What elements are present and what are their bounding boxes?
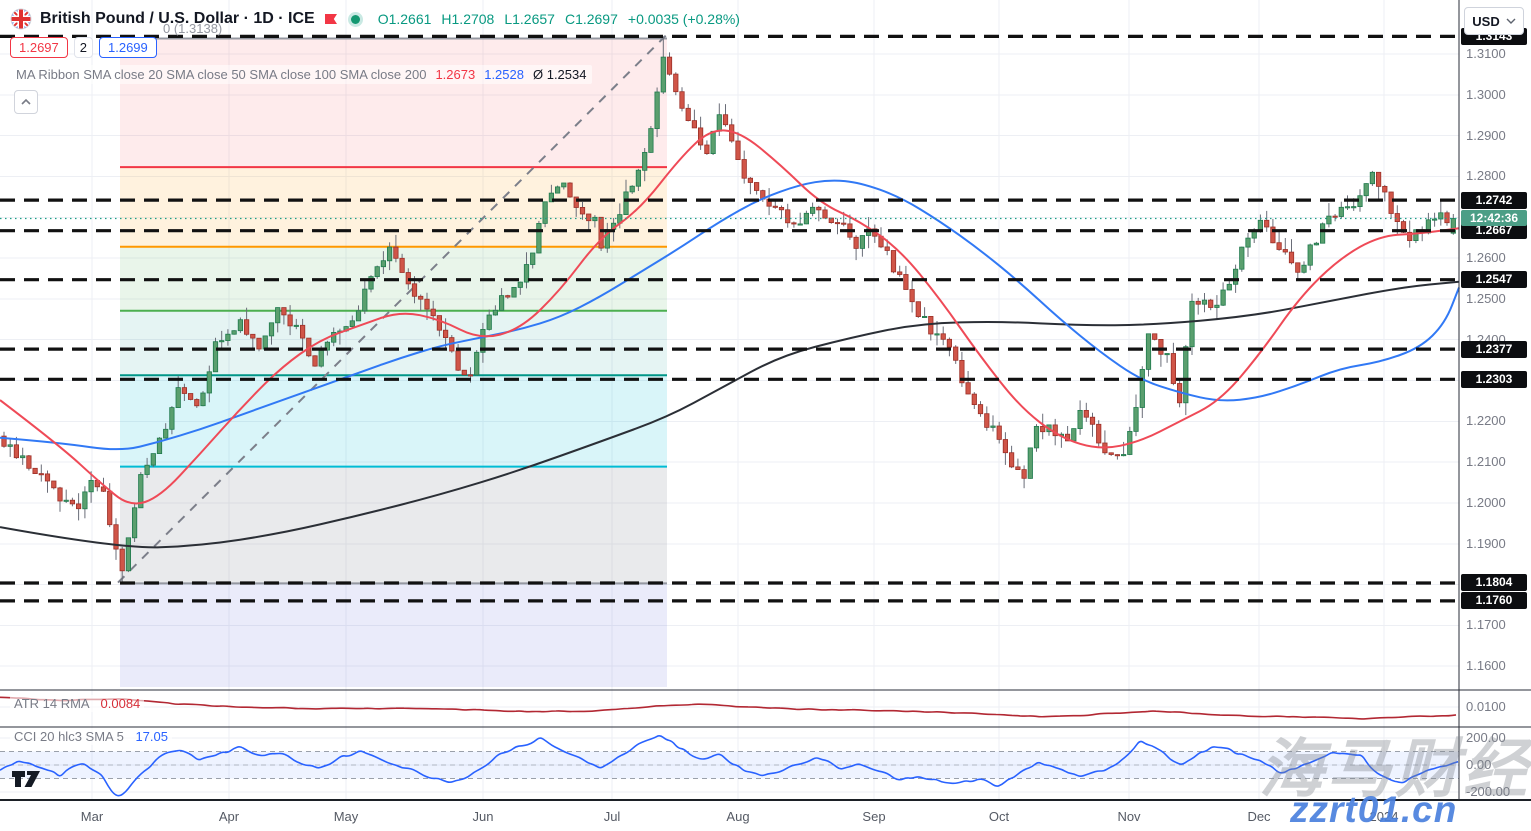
time-axis-label: Aug	[726, 809, 750, 824]
price-axis-label: 1.3100	[1466, 46, 1506, 61]
sma20-line	[0, 129, 1460, 505]
price-axis-label: 1.2900	[1466, 128, 1506, 143]
time-axis-label: Oct	[988, 809, 1010, 824]
price-axis-label: 1.2000	[1466, 495, 1506, 510]
atr-value: 0.0084	[100, 696, 141, 711]
uk-flag-icon	[10, 8, 32, 30]
ma-ribbon-label[interactable]: MA Ribbon SMA close 20 SMA close 50 SMA …	[16, 67, 427, 82]
time-axis-label: May	[333, 809, 359, 824]
currency-unit-label: USD	[1472, 13, 1500, 29]
ma-ribbon-sma20-value: 1.2673	[435, 67, 476, 82]
time-axis-label: Nov	[1117, 809, 1141, 824]
time-axis-label: Apr	[218, 809, 240, 824]
price-axis-label: 1.2100	[1466, 454, 1506, 469]
fib-retracement[interactable]	[120, 37, 667, 688]
price-alert-row: 1.2697 2 1.2699	[10, 37, 157, 58]
cci-value: 17.05	[135, 729, 168, 744]
ohlc-low: L1.2657	[504, 11, 555, 27]
tradingview-logo-icon[interactable]	[12, 770, 42, 793]
price-axis-label: 0.00	[1466, 757, 1492, 772]
symbol-legend: British Pound / U.S. Dollar · 1D · ICE O…	[10, 8, 740, 30]
countdown-label: 12:42:36	[1461, 210, 1527, 226]
time-axis-label: Sep	[862, 809, 886, 824]
price-axis-label: 1.1900	[1466, 536, 1506, 551]
price-axis-label: 1.2742	[1461, 192, 1527, 209]
atr-line	[0, 696, 1457, 720]
time-axis-label: Mar	[80, 809, 104, 824]
cci-label: CCI 20 hlc3 SMA 5	[14, 729, 124, 744]
price-axis-label: 1.2500	[1466, 291, 1506, 306]
price-axis-label: 1.2547	[1461, 271, 1527, 288]
ohlc-open: O1.2661	[377, 11, 432, 27]
price-axis-label: 200.00	[1466, 730, 1506, 745]
collapse-legend-button[interactable]	[14, 90, 38, 114]
cci-line	[0, 735, 1459, 797]
atr-label: ATR 14 RMA	[14, 696, 89, 711]
price-axis-label: 1.2600	[1466, 250, 1506, 265]
cci-band	[0, 751, 1459, 779]
alert-price-label-red[interactable]: 1.2697	[10, 37, 68, 58]
ma-ribbon-legend: MA Ribbon SMA close 20 SMA close 50 SMA …	[10, 65, 593, 84]
price-axis-label: 1.2800	[1466, 168, 1506, 183]
fib-level-label[interactable]: 0 (1.3138)	[163, 21, 223, 36]
symbol-title[interactable]: British Pound / U.S. Dollar · 1D · ICE	[40, 10, 315, 27]
ohlc-change: +0.0035 (+0.28%)	[627, 11, 740, 27]
ohlc-high: H1.2708	[441, 11, 495, 27]
ohlc-close: C1.2697	[564, 11, 618, 27]
alert-price-label-blue[interactable]: 1.2699	[99, 37, 157, 58]
flagged-icon[interactable]	[323, 12, 339, 27]
price-axis-label: 1.1700	[1466, 617, 1506, 632]
candlestick-series	[1, 36, 1456, 584]
price-axis-label: 1.1760	[1461, 592, 1527, 609]
price-axis-label: 1.1804	[1461, 574, 1527, 591]
atr-legend[interactable]: ATR 14 RMA 0.0084	[10, 695, 145, 712]
price-axis-label: 1.2303	[1461, 371, 1527, 388]
cci-legend[interactable]: CCI 20 hlc3 SMA 5 17.05	[10, 728, 172, 745]
time-axis-label: Jul	[603, 809, 621, 824]
market-open-dot-icon	[350, 14, 360, 24]
ohlc-readout: O1.2661 H1.2708 L1.2657 C1.2697 +0.0035 …	[378, 11, 740, 27]
price-axis-label: 1.3000	[1466, 87, 1506, 102]
time-axis-label: Jun	[472, 809, 494, 824]
price-axis-label: 1.2200	[1466, 413, 1506, 428]
chevron-up-icon	[20, 97, 32, 107]
pane-separators[interactable]	[0, 0, 1531, 801]
chevron-down-icon	[1506, 18, 1516, 24]
sma200-line	[0, 280, 1460, 549]
price-axis-label: 1.2377	[1461, 341, 1527, 358]
sma50-line	[0, 179, 1460, 451]
price-axis-label: -200.00	[1466, 784, 1511, 799]
ma-ribbon-sma50-value: 1.2528	[484, 67, 524, 82]
alert-count-label[interactable]: 2	[73, 37, 93, 58]
currency-unit-button[interactable]: USD	[1464, 7, 1524, 35]
ma-ribbon-average-value: Ø 1.2534	[532, 67, 587, 82]
time-axis-label: Dec	[1247, 809, 1271, 824]
trendline[interactable]	[117, 33, 668, 584]
price-axis-label: 0.0100	[1466, 699, 1506, 714]
time-axis-label: 2024	[1369, 809, 1399, 824]
price-axis-label: 1.1600	[1466, 658, 1506, 673]
price-axis-label: 1.2667	[1461, 222, 1527, 239]
support-resistance-lines[interactable]	[0, 34, 1459, 603]
